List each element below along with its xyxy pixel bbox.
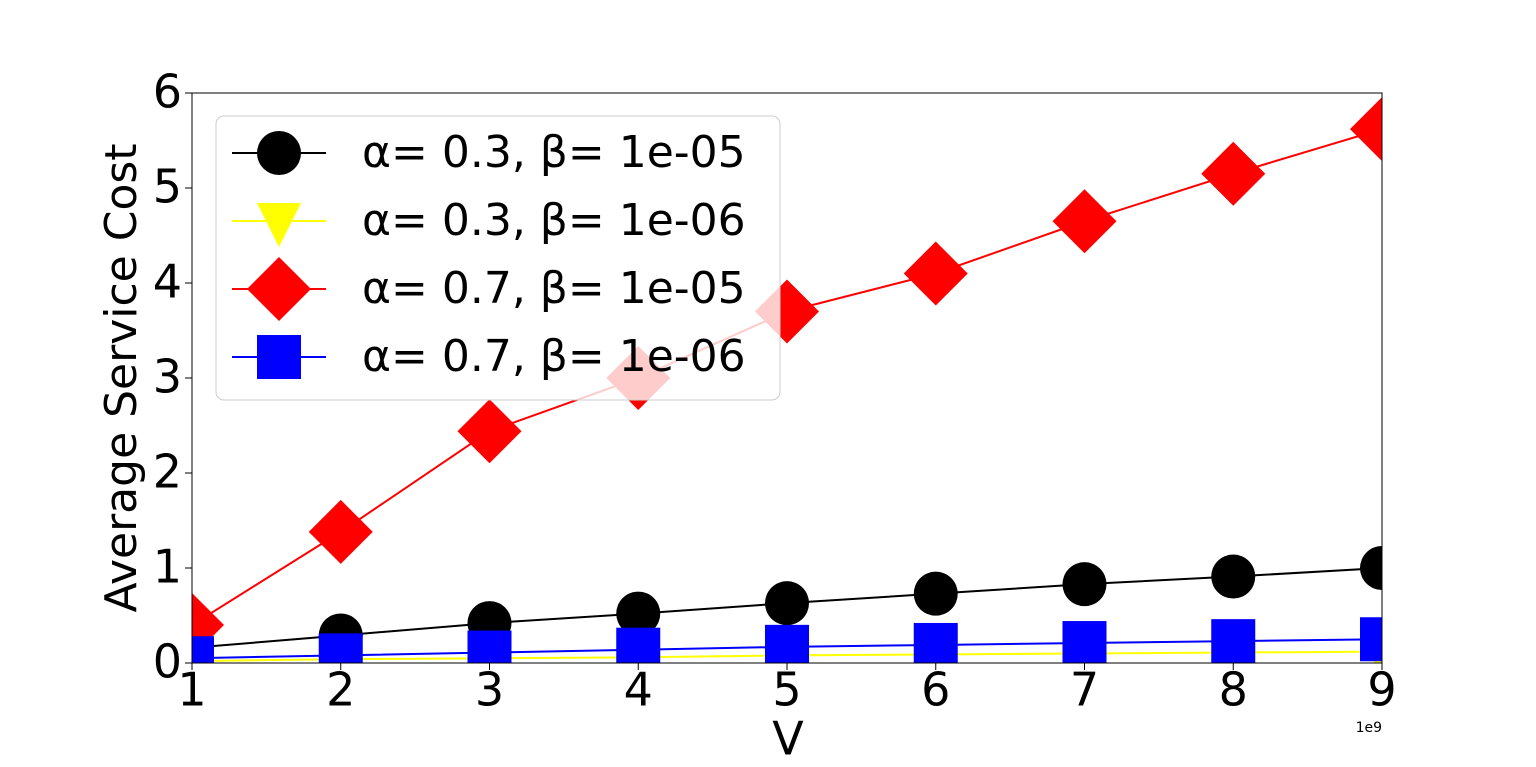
legend-label: α= 0.7, β= 1e-06 <box>362 331 746 382</box>
legend-marker <box>257 203 301 247</box>
y-axis-label: Average Service Cost <box>96 143 147 612</box>
y-tick-label: 1 <box>153 540 182 594</box>
marker <box>616 627 661 663</box>
x-tick-label: 2 <box>326 663 355 717</box>
marker <box>903 241 968 306</box>
plot-area <box>192 97 1382 663</box>
legend-label: α= 0.7, β= 1e-05 <box>362 263 746 314</box>
y-tick-label: 4 <box>153 255 182 309</box>
legend-label: α= 0.3, β= 1e-05 <box>362 127 746 178</box>
legend-label: α= 0.3, β= 1e-06 <box>362 195 746 246</box>
x-tick-label: 6 <box>921 663 950 717</box>
marker <box>913 571 958 616</box>
y-tick-label: 3 <box>153 350 182 404</box>
marker <box>1062 621 1107 663</box>
y-tick-label: 2 <box>153 445 182 499</box>
legend-marker <box>247 257 311 321</box>
legend-marker <box>257 131 301 175</box>
legend-frame <box>215 115 781 401</box>
y-tick-label: 5 <box>153 160 182 214</box>
marker <box>765 624 809 663</box>
marker <box>1211 619 1256 663</box>
x-tick-label: 8 <box>1219 663 1248 717</box>
x-tick-label: 4 <box>624 663 653 717</box>
x-tick-label: 9 <box>1367 663 1396 717</box>
marker <box>1211 554 1256 599</box>
legend-marker <box>257 335 301 379</box>
y-tick-label: 0 <box>153 635 182 689</box>
marker <box>1201 141 1266 206</box>
y-tick-label: 6 <box>153 65 182 119</box>
legend: α= 0.3, β= 1e-05 α= 0.3, β= 1e-06 α= 0.7, … <box>215 115 781 401</box>
marker <box>457 399 522 464</box>
x-axis-label: V <box>772 712 804 766</box>
x-tick-label: 1 <box>177 663 206 717</box>
marker <box>1062 562 1107 607</box>
marker <box>616 591 661 636</box>
marker <box>1360 617 1382 662</box>
plot-frame <box>191 92 1383 664</box>
marker <box>765 581 809 626</box>
marker <box>1052 189 1117 254</box>
x-tick-label: 5 <box>772 663 801 717</box>
marker <box>308 499 373 564</box>
marker <box>318 633 363 663</box>
x-offset-label: 1e9 <box>1356 720 1382 736</box>
marker <box>467 630 512 663</box>
marker <box>192 636 214 663</box>
marker <box>1350 97 1382 162</box>
marker <box>1360 546 1382 590</box>
x-tick-label: 3 <box>475 663 504 717</box>
x-tick-label: 7 <box>1070 663 1099 717</box>
marker <box>913 622 958 663</box>
